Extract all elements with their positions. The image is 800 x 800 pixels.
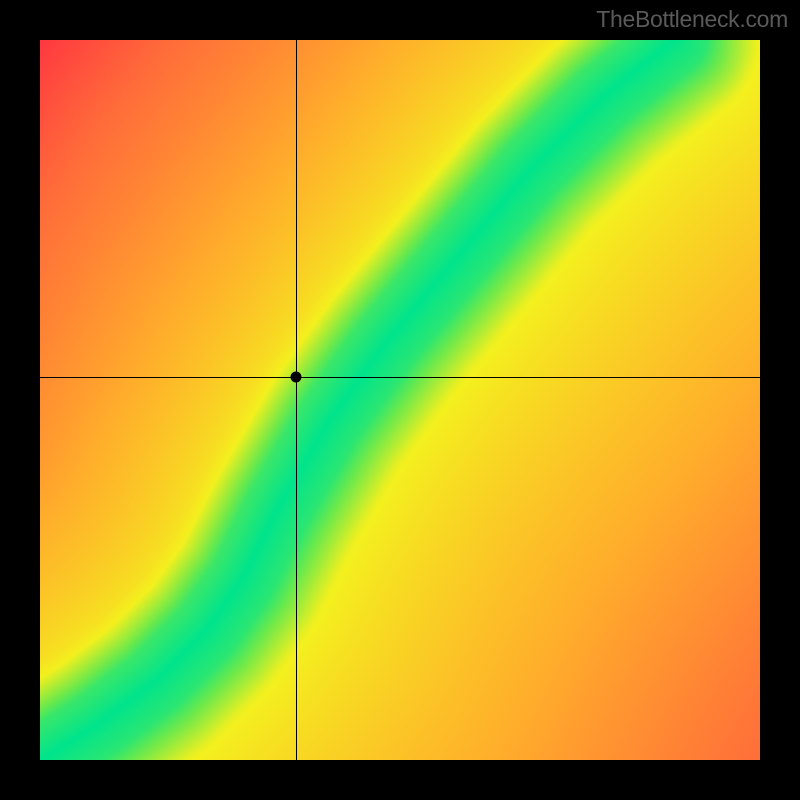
crosshair-horizontal [40, 377, 760, 378]
heatmap-canvas [40, 40, 760, 760]
plot-area [40, 40, 760, 760]
crosshair-marker [290, 371, 301, 382]
watermark-text: TheBottleneck.com [596, 6, 788, 33]
crosshair-vertical [296, 40, 297, 760]
